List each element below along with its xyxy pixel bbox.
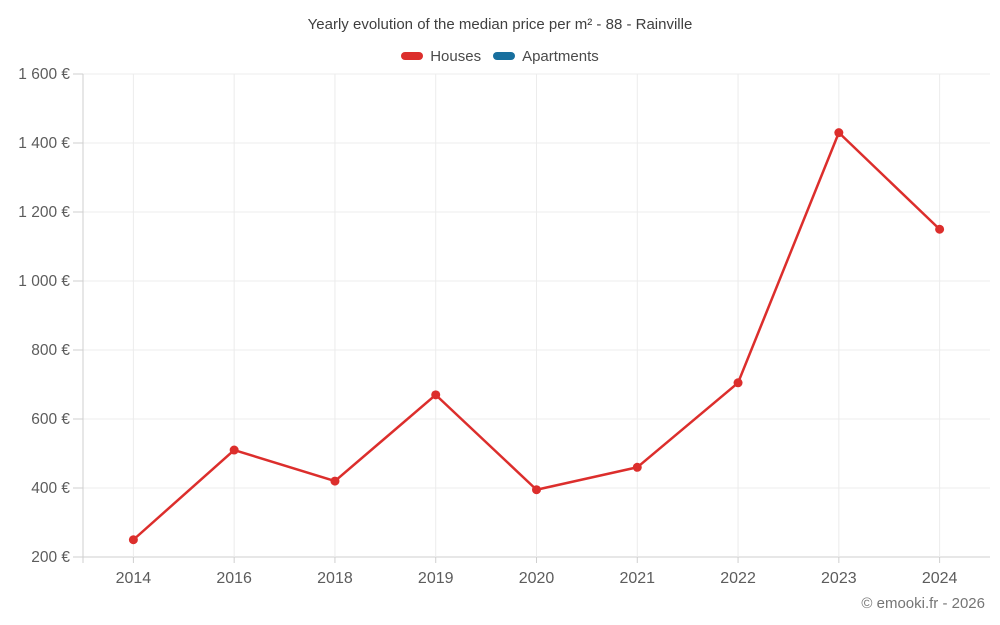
y-axis-label: 600 €	[31, 411, 70, 428]
x-axis-label: 2022	[720, 570, 756, 587]
y-axis-label: 400 €	[31, 480, 70, 497]
data-point-houses-2024[interactable]	[935, 224, 945, 234]
y-axis-label: 200 €	[31, 549, 70, 566]
data-point-houses-2020[interactable]	[532, 485, 541, 495]
data-point-houses-2022[interactable]	[733, 378, 743, 388]
apartments-series-swatch-icon	[493, 52, 516, 60]
y-axis-label: 1 000 €	[18, 273, 70, 290]
x-axis-label: 2023	[821, 570, 857, 587]
x-axis-label: 2016	[216, 570, 252, 587]
legend-label-houses: Houses	[430, 47, 482, 65]
y-axis-label: 1 200 €	[18, 204, 70, 221]
legend-item-houses[interactable]: Houses	[401, 48, 481, 65]
x-axis-label: 2019	[418, 570, 454, 587]
x-axis-label: 2024	[922, 570, 958, 587]
x-axis-label: 2018	[317, 570, 353, 587]
data-point-houses-2014[interactable]	[128, 535, 138, 545]
y-axis-label: 1 600 €	[18, 66, 70, 83]
chart-title: Yearly evolution of the median price per…	[307, 16, 693, 33]
copyright: © emooki.fr - 2026	[861, 595, 985, 612]
y-axis-label: 800 €	[31, 342, 70, 359]
x-axis-label: 2020	[519, 570, 555, 587]
data-point-houses-2019[interactable]	[431, 390, 441, 400]
legend: Houses Apartments	[0, 47, 1000, 65]
y-axis-label: 1 400 €	[18, 135, 70, 152]
legend-label-apartments: Apartments	[522, 47, 599, 65]
data-point-houses-2016[interactable]	[229, 445, 239, 455]
data-point-houses-2023[interactable]	[834, 128, 844, 138]
houses-series-swatch-icon	[401, 52, 424, 60]
data-point-houses-2018[interactable]	[330, 476, 340, 486]
data-point-houses-2021[interactable]	[632, 462, 642, 472]
x-axis-label: 2014	[116, 570, 152, 587]
legend-item-apartments[interactable]: Apartments	[493, 48, 599, 65]
x-axis-label: 2021	[619, 570, 655, 587]
